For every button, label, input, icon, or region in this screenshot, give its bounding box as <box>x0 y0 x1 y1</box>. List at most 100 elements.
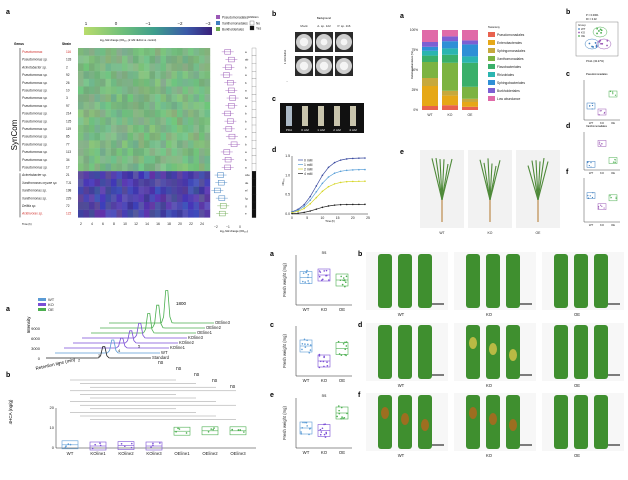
abundance-group-label: KO <box>448 113 453 117</box>
abundance-segment <box>422 30 438 42</box>
heatmap-cell <box>155 132 161 141</box>
inhibition-label: No <box>256 22 260 26</box>
inhibition-cell <box>251 86 257 95</box>
heatmap-cell <box>160 117 167 126</box>
heatmap-cell <box>166 117 172 126</box>
box-group-label: OE <box>611 171 615 175</box>
heatmap-cell <box>160 63 167 72</box>
heatmap-cell <box>105 194 112 203</box>
box-point <box>589 195 591 197</box>
d-right-boxplot: WT KO OE <box>583 132 620 175</box>
peak-label: 1800 <box>176 301 187 306</box>
heatmap-cell <box>83 209 90 218</box>
heatmap-cell <box>182 148 189 156</box>
heatmap-cell <box>116 171 123 180</box>
heatmap-cell <box>116 140 123 149</box>
heatmap-cell <box>166 148 172 156</box>
fw-point <box>324 423 326 425</box>
abundance-group-label: OE <box>468 113 474 117</box>
heatmap-cell <box>204 171 211 180</box>
heatmap-cell <box>122 48 128 56</box>
heatmap-cell <box>149 194 156 203</box>
heatmap-cell <box>171 78 178 87</box>
heatmap-cell <box>83 86 90 95</box>
sig-letter: fg <box>245 196 248 200</box>
abundance-segment <box>442 41 458 49</box>
heatmap-cell <box>127 132 134 141</box>
heatmap-cell <box>166 48 172 56</box>
heatmap-cell <box>199 186 205 195</box>
hca-sig-label: ns <box>230 384 236 390</box>
chromatogram-trace <box>64 337 169 349</box>
heatmap-cell <box>160 163 167 172</box>
leaf-group-label: KO <box>486 453 493 458</box>
leaf-lesion <box>489 343 497 355</box>
plate-colony <box>299 37 309 47</box>
heatmap-cell <box>127 194 134 203</box>
row-genus: Acinetobacter sp. <box>21 173 47 177</box>
plate-column-label: Mock <box>300 24 308 28</box>
heatmap-cell <box>160 186 167 195</box>
heatmap-cell <box>149 109 156 118</box>
fw-e-label: e <box>270 392 274 399</box>
fw-point <box>300 432 303 435</box>
fw-point <box>301 427 304 429</box>
heatmap-cell <box>199 125 205 133</box>
heatmap-cell <box>94 140 101 149</box>
fw-point <box>328 279 330 281</box>
box-point <box>615 197 617 200</box>
heatmap-cell <box>105 109 112 118</box>
box <box>608 90 618 98</box>
heatmap-cell <box>193 48 200 56</box>
sig-letter: b <box>245 158 247 162</box>
heatmap-cell <box>177 125 183 133</box>
fw-point <box>345 275 348 278</box>
plant-leaf <box>531 160 539 201</box>
hca-category-label: OEline1 <box>174 451 190 456</box>
heatmap-cell <box>94 132 101 141</box>
heatmap-cell <box>193 78 200 87</box>
heatmap-cell <box>127 117 134 126</box>
abundance-ylabel: Relative abundance (%) <box>410 51 414 79</box>
heatmap-cell <box>160 109 167 118</box>
heatmap-cell <box>133 86 139 95</box>
heatmap-cell <box>122 148 128 156</box>
chromatogram-trace <box>55 339 160 354</box>
fw-point <box>309 344 312 346</box>
hca-point <box>207 431 210 433</box>
fw-point <box>307 343 309 346</box>
heatmap-cell <box>122 117 128 126</box>
heatmap-cell <box>160 101 167 110</box>
tube <box>318 106 324 126</box>
chromatogram-legend-swatch <box>38 303 46 306</box>
heatmap-cell <box>94 155 101 164</box>
colorbar-tick: −1 <box>145 21 151 26</box>
heatmap-cell <box>204 94 211 103</box>
heatmap-cell <box>111 109 117 118</box>
fw-point <box>346 412 348 415</box>
heatmap-cell <box>100 125 106 133</box>
heatmap-cell <box>78 140 84 149</box>
heatmap-cell <box>83 194 90 203</box>
pcoa-point <box>595 45 598 48</box>
heatmap-cell <box>111 117 117 126</box>
heatmap-cell <box>199 209 205 218</box>
abundance-segment <box>462 44 478 57</box>
heatmap-cell <box>78 155 84 164</box>
pcoa-point <box>599 28 602 31</box>
heatmap-cell <box>122 55 128 64</box>
heatmap-cell <box>105 71 112 79</box>
heatmap-cell <box>204 109 211 118</box>
heatmap-cell <box>138 86 145 95</box>
plate-images <box>295 32 353 76</box>
fw-point <box>309 349 312 351</box>
heatmap-cell <box>166 94 172 103</box>
sig-letter: a <box>245 73 247 77</box>
box <box>586 192 596 199</box>
heatmap-cell <box>182 186 189 195</box>
panel-d-growth-curve: d 0 5 10 15 20 25 0.0 0.5 1.0 1.5 0 mM1 mM2 mM4 mM… <box>272 147 370 223</box>
pcoa-point <box>601 42 604 45</box>
pcoa-legend-dot <box>578 35 580 37</box>
fw-point <box>343 416 346 419</box>
heatmap-cell <box>100 163 106 172</box>
